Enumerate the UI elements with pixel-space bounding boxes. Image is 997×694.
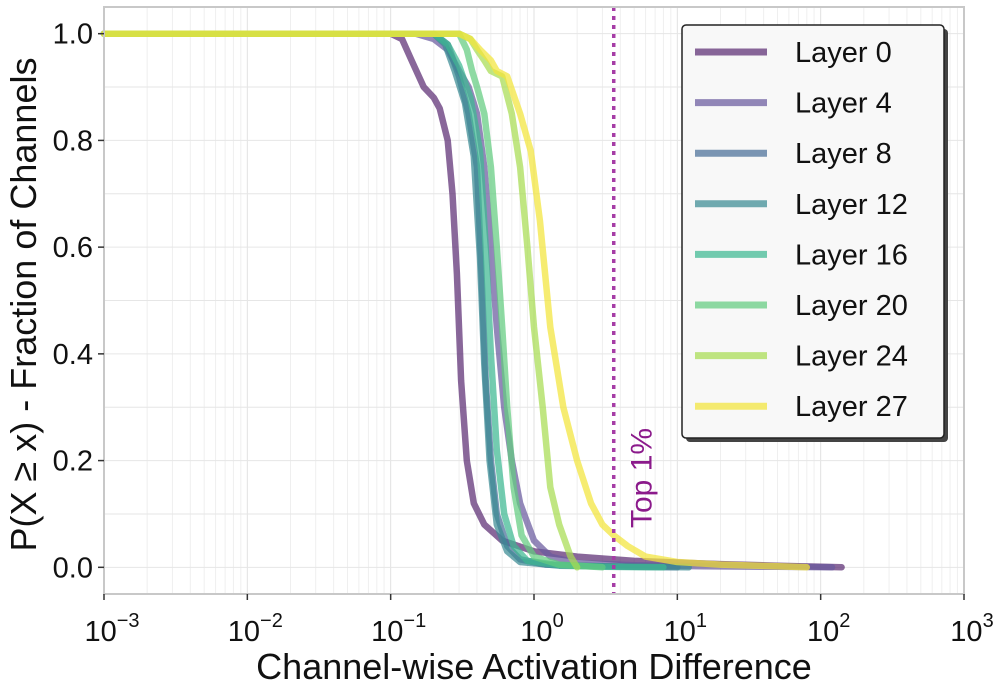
x-tick-label: 102 [807,610,850,648]
legend-label: Layer 16 [795,239,908,271]
series-line-layer-27 [100,30,811,571]
legend-label: Layer 12 [795,189,908,221]
legend-label: Layer 20 [795,290,908,322]
series-line-layer-20 [100,30,606,571]
y-tick-label: 0.4 [53,339,93,371]
x-tick-label: 100 [520,610,563,648]
y-tick-label: 0.0 [53,552,93,584]
legend-label: Layer 0 [795,37,892,69]
y-tick-label: 0.2 [53,446,93,478]
legend-label: Layer 4 [795,88,892,120]
x-axis-title: Channel-wise Activation Difference [256,646,812,687]
legend: Layer 0 Layer 4 Layer 8 Layer 12 Layer 16 Lay… [681,24,948,442]
legend-label: Layer 24 [795,341,908,373]
legend-label: Layer 8 [795,138,892,170]
x-tick-label: 10−3 [84,610,139,648]
y-tick-label: 0.8 [53,125,93,157]
x-tick-label: 103 [950,610,993,648]
legend-box [681,24,945,439]
x-tick-label: 10−1 [371,610,426,648]
y-tick-label: 1.0 [53,19,93,51]
top-1pct-label: Top 1% [626,428,659,528]
y-tick-label: 0.6 [53,232,93,264]
x-axis-ticks: 10−3 10−2 10−1 100 101 102 103 [84,594,994,648]
data-lines [100,30,845,571]
top-1pct-marker: Top 1% [611,7,659,594]
x-tick-label: 10−2 [228,610,283,648]
x-tick-label: 101 [664,610,707,648]
y-axis-title: P(X ≥ x) - Fraction of Channels [3,58,44,552]
legend-label: Layer 27 [795,391,908,423]
y-axis-ticks: 0.0 0.2 0.4 0.6 0.8 1.0 [53,19,104,584]
